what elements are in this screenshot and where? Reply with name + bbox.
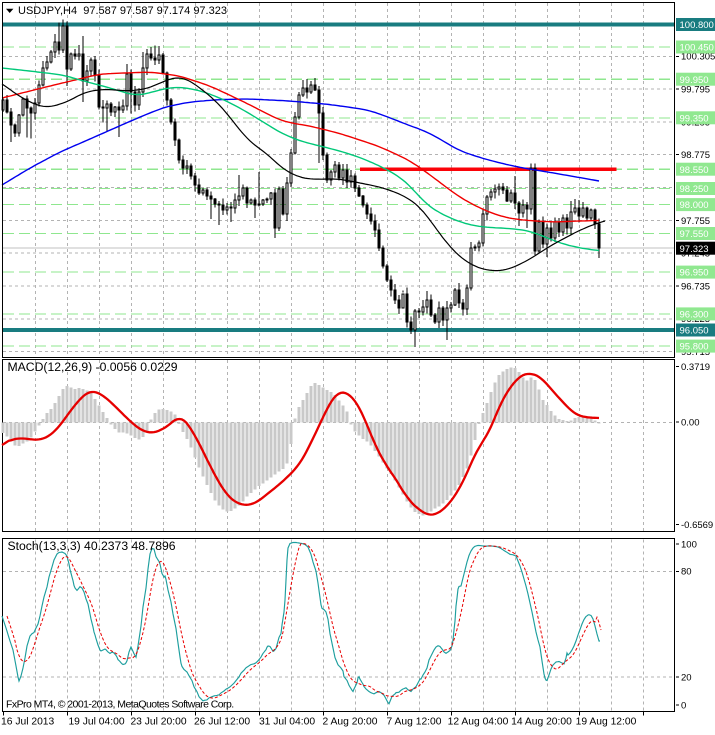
svg-text:96.950: 96.950 — [680, 268, 709, 279]
svg-text:96.050: 96.050 — [680, 326, 709, 337]
svg-text:100.450: 100.450 — [680, 43, 714, 54]
svg-text:-0.6569: -0.6569 — [681, 520, 713, 531]
svg-text:97.755: 97.755 — [681, 216, 710, 227]
svg-text:19 Jul 04:00: 19 Jul 04:00 — [68, 717, 124, 728]
svg-text:95.800: 95.800 — [680, 342, 709, 353]
svg-text:23 Jul 20:00: 23 Jul 20:00 — [130, 717, 186, 728]
svg-text:98.000: 98.000 — [680, 200, 709, 211]
svg-text:0.00: 0.00 — [681, 417, 700, 428]
svg-text:Stoch(13,3,3) 40.2373 48.7896: Stoch(13,3,3) 40.2373 48.7896 — [8, 539, 176, 553]
svg-text:16 Jul 2013: 16 Jul 2013 — [1, 717, 55, 728]
svg-text:20: 20 — [681, 672, 692, 683]
svg-text:14 Aug 20:00: 14 Aug 20:00 — [511, 717, 572, 728]
svg-text:FxPro MT4, © 2001-2013, MetaQu: FxPro MT4, © 2001-2013, MetaQuotes Softw… — [6, 699, 234, 711]
svg-text:99.795: 99.795 — [681, 85, 710, 96]
svg-text:0: 0 — [681, 700, 686, 711]
svg-text:98.250: 98.250 — [680, 184, 709, 195]
svg-text:98.550: 98.550 — [680, 165, 709, 176]
svg-text:98.775: 98.775 — [681, 150, 710, 161]
svg-text:26 Jul 12:00: 26 Jul 12:00 — [194, 717, 250, 728]
svg-text:19 Aug 12:00: 19 Aug 12:00 — [576, 717, 637, 728]
svg-text:96.300: 96.300 — [680, 310, 709, 321]
svg-text:12 Aug 04:00: 12 Aug 04:00 — [448, 717, 509, 728]
svg-text:31 Jul 04:00: 31 Jul 04:00 — [259, 717, 315, 728]
svg-text:100.305: 100.305 — [681, 52, 715, 63]
svg-text:2 Aug 20:00: 2 Aug 20:00 — [323, 717, 378, 728]
svg-text:99.950: 99.950 — [680, 75, 709, 86]
svg-text:MACD(12,26,9) -0.0056 0.0229: MACD(12,26,9) -0.0056 0.0229 — [8, 360, 178, 374]
svg-text:0.3719: 0.3719 — [681, 362, 710, 373]
svg-text:99.350: 99.350 — [680, 113, 709, 124]
svg-text:80: 80 — [681, 567, 692, 578]
svg-text:USDJPY,H4 97.587 97.587 97.17: USDJPY,H4 97.587 97.587 97.174 97.323 — [18, 5, 227, 17]
svg-text:97.550: 97.550 — [680, 229, 709, 240]
svg-text:7 Aug 12:00: 7 Aug 12:00 — [387, 717, 442, 728]
svg-text:96.735: 96.735 — [681, 281, 710, 292]
svg-text:100: 100 — [681, 539, 697, 550]
svg-text:100.800: 100.800 — [680, 20, 714, 31]
svg-text:97.323: 97.323 — [680, 244, 709, 255]
